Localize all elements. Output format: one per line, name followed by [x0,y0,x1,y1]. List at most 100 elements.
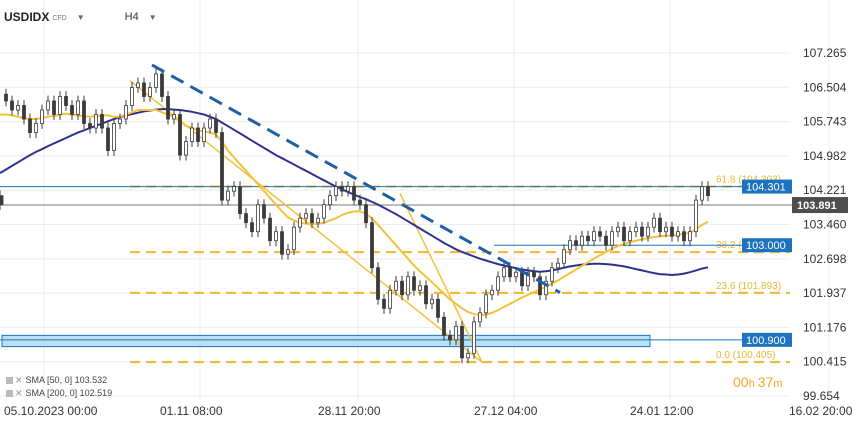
candle-body [418,285,422,291]
candle-body [328,195,332,206]
candle-body [190,127,194,142]
candle-body [658,217,662,233]
legend-label: SMA [50, 0] [25,375,73,385]
candle-body [136,82,140,88]
symbol-dropdown-chevron-icon[interactable]: ▼ [76,12,85,22]
level-tag-label: 100.900 [746,335,786,347]
candle-body [676,231,680,237]
candle-body [100,114,104,129]
candle-body [346,186,350,192]
candle-body [448,334,452,341]
candle-body [664,226,668,233]
y-tick-label: 106.504 [803,80,847,94]
candle-body [592,231,596,242]
candle-countdown: 00h 37m [733,374,783,390]
candle-body [292,226,296,251]
candle-body [154,73,158,88]
candle-body [220,132,224,201]
close-icon[interactable]: ✕ [15,375,23,385]
candle-body [238,186,242,215]
grid [0,0,830,400]
candle-body [40,109,44,124]
candle-body [628,231,632,242]
candle-body [388,289,392,309]
countdown-hours: 00 [733,374,749,390]
current-price-label: 103.891 [797,200,837,212]
candle-body [82,100,86,124]
legend-item-sma200[interactable]: ✕ SMA [200, 0] 102.519 [6,387,112,400]
candle-body [454,325,458,341]
x-tick-label: 24.01 12:00 [630,404,694,418]
level-tag-label: 104.301 [746,182,786,194]
legend-item-sma50[interactable]: ✕ SMA [50, 0] 103.532 [6,374,112,387]
candle-body [274,231,278,242]
candle-body [70,105,74,115]
horizontal-levels-layer: 104.301 103.000 100.900 103.891 [0,179,848,347]
series-layer [0,68,710,364]
candle-body [598,231,602,237]
candle-body [568,240,572,251]
descending-trendline [151,63,561,294]
candle-body [94,114,98,129]
axis-layer: 107.265 106.504 105.743 104.982 104.221 103.4… [4,46,853,418]
candle-body [424,285,428,305]
candle-body [322,204,326,219]
candle-body [706,186,710,197]
candle-body [52,100,56,115]
y-tick-label: 101.937 [803,286,847,300]
candle-body [124,105,128,120]
y-tick-label: 99.654 [803,389,840,403]
x-tick-label: 16.02 20:00 [789,404,853,418]
candle-body [112,123,116,151]
candle-body [700,186,704,201]
candle-body [460,325,464,359]
candle-body [280,231,284,255]
candle-body [166,96,170,120]
candle-body [616,226,620,233]
candle-body [130,87,134,106]
candle-body [358,199,362,206]
candle-body [604,235,608,246]
candle-body [586,235,590,242]
y-tick-label: 101.176 [803,320,847,334]
legend-label: SMA [200, 0] [25,388,78,398]
settings-icon[interactable] [6,390,13,397]
candle-body [466,352,470,359]
y-tick-label: 107.265 [803,46,847,60]
candle-body [496,276,500,291]
candle-body [508,267,512,278]
candle-body [652,217,656,228]
timeframe-dropdown-chevron-icon[interactable]: ▼ [148,12,157,22]
candle-body [58,96,62,115]
candle-body [520,271,524,287]
candle-body [334,186,338,197]
triangle-pattern [129,80,483,363]
timeframe-label[interactable]: H4 [124,11,139,23]
candle-body [214,118,218,133]
candle-body [178,114,182,156]
symbol-label[interactable]: USDIDX [4,10,50,24]
candle-body [232,186,236,192]
candle-body [526,271,530,287]
candle-body [22,105,26,120]
chart-toolbar: USDIDX CFD ▼ H4 ▼ [4,8,157,26]
fib-level-label: 23.6 (101.893) [716,281,781,292]
candle-body [532,271,536,278]
y-tick-label: 100.415 [803,355,847,369]
candle-body [250,222,254,233]
candle-body [118,118,122,124]
candle-body [430,298,434,305]
candle-body [562,249,566,264]
candle-body [160,73,164,97]
y-tick-label: 102.698 [803,252,847,266]
settings-icon[interactable] [6,377,13,384]
candle-body [544,280,548,296]
y-tick-label: 104.221 [803,183,847,197]
candle-body [694,199,698,233]
candle-body [478,312,482,323]
candle-body [688,231,692,242]
candle-body [16,105,20,111]
candle-body [88,123,92,129]
candle-body [442,316,446,336]
close-icon[interactable]: ✕ [15,388,23,398]
